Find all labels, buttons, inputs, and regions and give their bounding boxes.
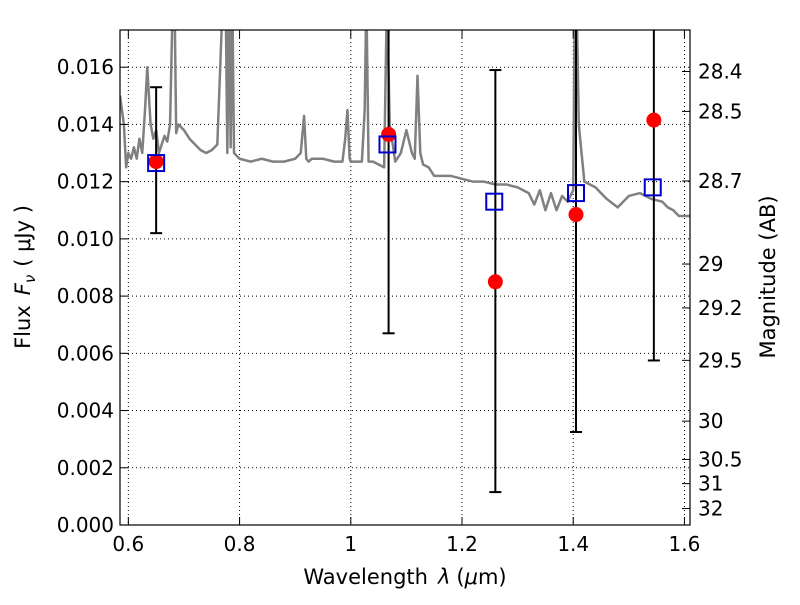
y-tick-label: 0.006 — [57, 341, 114, 365]
plot-area — [120, 30, 690, 494]
y2-axis-label: Magnitude (AB) — [756, 195, 780, 358]
y-tick-label: 0.004 — [57, 399, 114, 423]
x-tick-label: 1.4 — [557, 532, 589, 556]
y-tick-label: 0.014 — [57, 112, 114, 136]
y2-tick-label: 29.2 — [698, 296, 743, 320]
y-tick-label: 0.012 — [57, 170, 114, 194]
observed-point — [487, 274, 503, 290]
y2-tick-label: 30 — [698, 409, 723, 433]
y2-tick-label: 29 — [698, 252, 723, 276]
x-axis-label: Wavelength λ (μm) — [303, 565, 506, 589]
axes-frame — [119, 29, 691, 526]
y-tick-label: 0.016 — [57, 55, 114, 79]
x-tick-label: 0.6 — [112, 532, 144, 556]
x-axis-label-text: Wavelength — [303, 565, 428, 589]
tick-labels: 0.6 0.8 1 1.2 1.4 1.6 0.000 0.002 0.004 0.006 0.00… — [57, 55, 743, 556]
observed-point — [148, 154, 164, 170]
y2-tick-label: 28.4 — [698, 59, 743, 83]
y-tick-label: 0.002 — [57, 456, 114, 480]
x-axis-label-symbol: λ — [437, 565, 450, 589]
y2-tick-label: 28.5 — [698, 99, 743, 123]
observed-point — [568, 207, 584, 223]
plot-frame — [119, 29, 691, 526]
y-axis-label-unit: ( μJy ) — [11, 205, 35, 267]
y-axis-label-text: Flux — [11, 305, 35, 349]
grid-layer — [120, 30, 690, 526]
x-axis-label-unit-rest: m) — [478, 565, 507, 589]
x-tick-label: 1.2 — [446, 532, 478, 556]
y-tick-label: 0.010 — [57, 227, 114, 251]
y-axis-label-symbol-nu: ν — [21, 275, 39, 283]
model-band-point — [378, 135, 397, 154]
model-band-point — [567, 184, 585, 203]
template-spectrum — [120, 30, 690, 218]
y-tick-label: 0.008 — [57, 284, 114, 308]
tick-marks — [120, 30, 690, 526]
x-axis-label-unit-open: ( — [456, 565, 464, 589]
observed-point — [381, 126, 397, 142]
observed-point — [646, 112, 662, 128]
y2-tick-label: 29.5 — [698, 348, 743, 372]
y-axis-label: Flux Fν ( μJy ) — [11, 205, 39, 349]
model-band-point — [643, 178, 662, 197]
y2-tick-label: 32 — [698, 497, 723, 521]
spectrum-line — [120, 30, 690, 218]
x-axis-label-unit-mu: μ — [464, 565, 478, 589]
x-tick-label: 0.8 — [224, 532, 256, 556]
model-band-point — [147, 154, 166, 173]
model-band-points — [147, 135, 662, 211]
observed-points — [148, 112, 662, 290]
y2-tick-label: 31 — [698, 472, 723, 496]
y2-tick-label: 28.7 — [698, 169, 743, 193]
x-tick-label: 1 — [344, 532, 357, 556]
x-tick-label: 1.6 — [669, 532, 701, 556]
y-axis-label-symbol-f: F — [11, 282, 35, 295]
y-tick-label: 0.000 — [57, 513, 114, 537]
model-band-point — [485, 192, 504, 211]
y2-tick-label: 30.5 — [698, 447, 743, 471]
